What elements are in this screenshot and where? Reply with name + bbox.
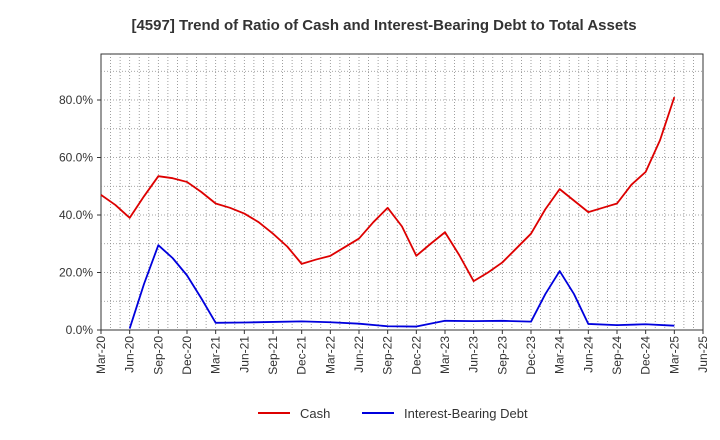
x-tick-label: Mar-24 xyxy=(553,336,567,374)
x-tick-label: Sep-22 xyxy=(381,336,395,375)
x-gridlines xyxy=(110,54,694,330)
x-tick-label: Dec-20 xyxy=(180,336,194,375)
x-tick-label: Jun-21 xyxy=(237,336,251,373)
series-line-interest-bearing-debt xyxy=(128,244,675,329)
y-tick-label: 20.0% xyxy=(59,266,93,280)
x-tick-label: Jun-22 xyxy=(352,336,366,373)
y-gridlines xyxy=(101,70,703,302)
series-lines xyxy=(100,96,676,329)
y-axis: 0.0% 20.0% 40.0% 60.0% 80.0% xyxy=(59,93,101,337)
x-axis: Mar-20 Jun-20 Sep-20 Dec-20 Mar-21 Jun-21 Sep-… xyxy=(94,330,710,375)
x-tick-label: Mar-20 xyxy=(94,336,108,374)
chart-title: [4597] Trend of Ratio of Cash and Intere… xyxy=(131,17,636,34)
y-tick-label: 0.0% xyxy=(66,323,94,337)
x-tick-label: Jun-23 xyxy=(467,336,481,373)
x-tick-label: Jun-25 xyxy=(696,336,710,373)
x-tick-label: Sep-24 xyxy=(610,336,624,375)
x-tick-label: Jun-20 xyxy=(123,336,137,373)
y-tick-label: 40.0% xyxy=(59,208,93,222)
x-tick-label: Mar-22 xyxy=(323,336,337,374)
x-tick-label: Dec-24 xyxy=(639,336,653,375)
x-tick-label: Sep-23 xyxy=(495,336,509,375)
x-tick-label: Dec-22 xyxy=(409,336,423,375)
legend-label-debt: Interest-Bearing Debt xyxy=(404,406,528,421)
legend-label-cash: Cash xyxy=(300,406,330,421)
x-tick-label: Dec-21 xyxy=(295,336,309,375)
x-tick-label: Sep-21 xyxy=(266,336,280,375)
x-tick-label: Jun-24 xyxy=(581,336,595,373)
x-tick-label: Mar-21 xyxy=(209,336,223,374)
y-tick-label: 60.0% xyxy=(59,151,93,165)
x-tick-label: Mar-23 xyxy=(438,336,452,374)
y-tick-label: 80.0% xyxy=(59,93,93,107)
x-tick-label: Sep-20 xyxy=(151,336,165,375)
plot-area xyxy=(100,53,704,331)
legend: Cash Interest-Bearing Debt xyxy=(258,406,528,421)
x-tick-label: Mar-25 xyxy=(667,336,681,374)
x-tick-label: Dec-23 xyxy=(524,336,538,375)
series-line-cash xyxy=(100,96,676,283)
